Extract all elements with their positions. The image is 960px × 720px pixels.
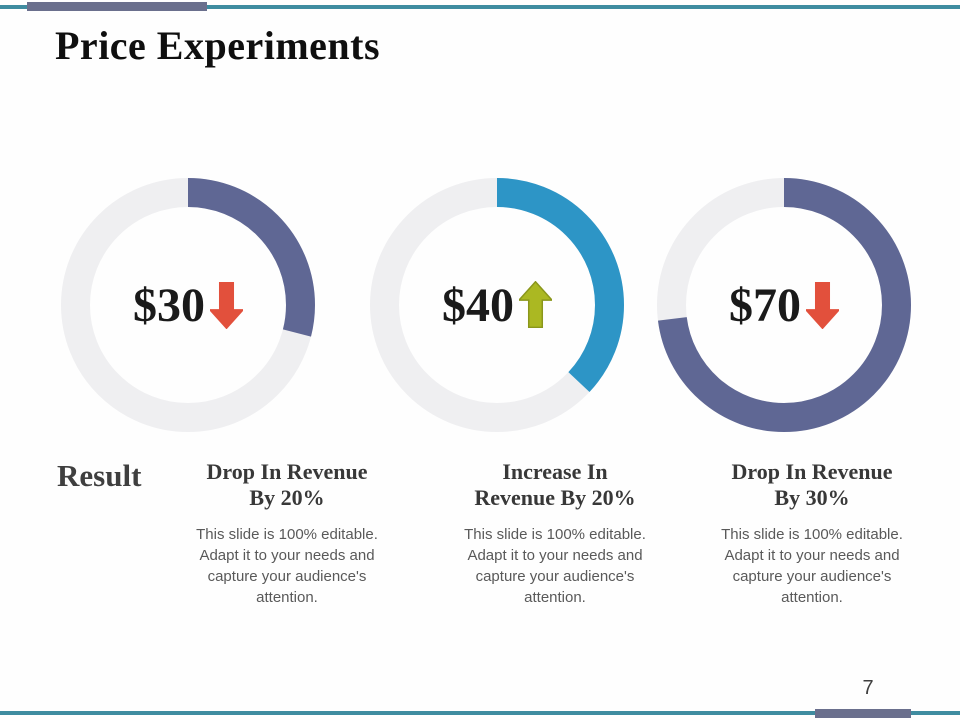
donut-chart-price-40: $40 — [369, 177, 625, 433]
result-column-3: Drop In Revenue By 30% This slide is 100… — [702, 459, 922, 608]
donut-center-label: $40 — [369, 177, 625, 433]
heading-line-2: Revenue By 20% — [474, 485, 636, 510]
donut-chart-price-30: $30 — [60, 177, 316, 433]
result-column-2: Increase In Revenue By 20% This slide is… — [445, 459, 665, 608]
result-heading: Increase In Revenue By 20% — [445, 459, 665, 511]
result-heading: Drop In Revenue By 30% — [702, 459, 922, 511]
price-value: $40 — [442, 278, 514, 332]
heading-line-2: By 20% — [249, 485, 325, 510]
result-label: Result — [57, 458, 142, 493]
donut-center-label: $30 — [60, 177, 316, 433]
trend-up-arrow-icon — [519, 281, 552, 329]
slide-title: Price Experiments — [55, 23, 381, 68]
heading-line-2: By 30% — [774, 485, 850, 510]
trend-down-arrow-icon — [210, 281, 243, 329]
result-heading: Drop In Revenue By 20% — [177, 459, 397, 511]
heading-line-1: Increase In — [502, 459, 608, 484]
top-teal-line — [0, 5, 960, 9]
donut-chart-price-70: $70 — [656, 177, 912, 433]
result-description: This slide is 100% editable. Adapt it to… — [464, 526, 646, 606]
result-description: This slide is 100% editable. Adapt it to… — [721, 526, 903, 606]
bottom-teal-line — [0, 711, 960, 715]
page-number: 7 — [862, 677, 874, 699]
result-column-1: Drop In Revenue By 20% This slide is 100… — [177, 459, 397, 608]
heading-line-1: Drop In Revenue — [731, 459, 893, 484]
donut-ring — [657, 178, 911, 432]
bottom-accent-bar — [815, 709, 911, 718]
donut-ring — [370, 178, 624, 432]
result-description: This slide is 100% editable. Adapt it to… — [196, 526, 378, 606]
price-value: $30 — [133, 278, 205, 332]
price-value: $70 — [729, 278, 801, 332]
donut-center-label: $70 — [656, 177, 912, 433]
heading-line-1: Drop In Revenue — [206, 459, 368, 484]
trend-down-arrow-icon — [806, 281, 839, 329]
donut-ring — [61, 178, 315, 432]
top-accent-bar — [27, 2, 207, 11]
